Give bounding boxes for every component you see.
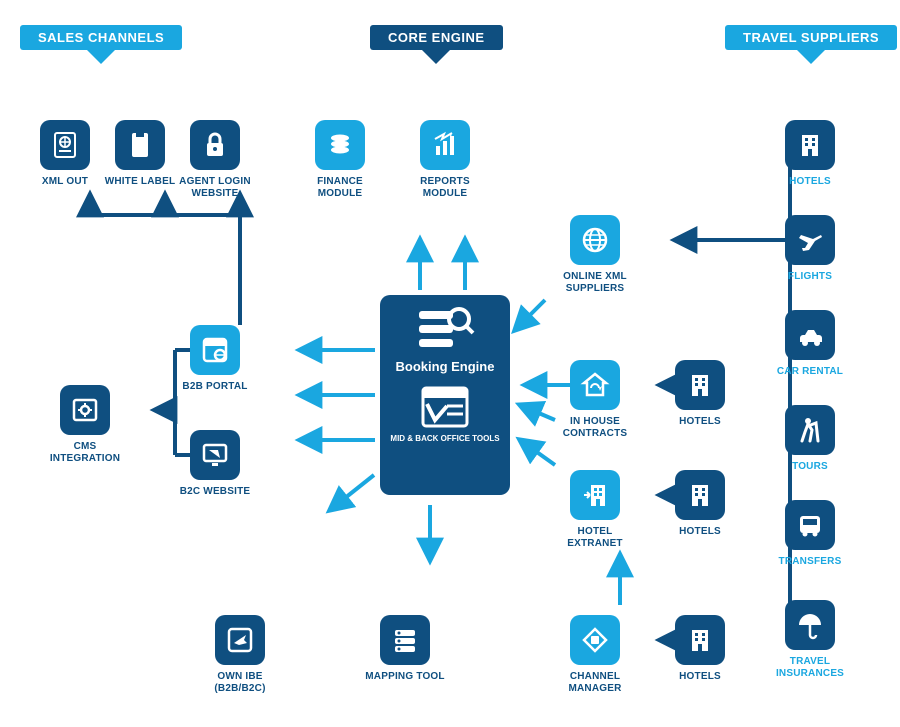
building-icon <box>785 120 835 170</box>
node-b2c-website: B2C WEBSITE <box>170 430 260 498</box>
building-icon <box>675 615 725 665</box>
node-agent-login: AGENT LOGINWEBSITE <box>170 120 260 199</box>
node-own-ibe: OWN IBE(B2B/B2C) <box>195 615 285 694</box>
header-travel-suppliers: TRAVEL SUPPLIERS <box>725 25 897 64</box>
edge <box>515 300 545 330</box>
booking-engine-icon <box>415 305 475 355</box>
node-label: HOTELS <box>655 526 745 538</box>
monitor-icon <box>190 430 240 480</box>
node-label: REPORTS MODULE <box>400 176 490 199</box>
bars-up-icon <box>420 120 470 170</box>
diamond-icon <box>570 615 620 665</box>
plane-icon <box>785 215 835 265</box>
node-label: CMSINTEGRATION <box>40 441 130 464</box>
node-finance: FINANCE MODULE <box>295 120 385 199</box>
list-rows-icon <box>380 615 430 665</box>
node-label: OWN IBE(B2B/B2C) <box>195 671 285 694</box>
lock-icon <box>190 120 240 170</box>
node-sup-transfer: TRANSFERS <box>765 500 855 568</box>
node-label: IN HOUSECONTRACTS <box>550 416 640 439</box>
node-in-house: IN HOUSECONTRACTS <box>550 360 640 439</box>
node-sup-hotels: HOTELS <box>765 120 855 188</box>
node-label: B2B PORTAL <box>170 381 260 393</box>
node-sup-car: CAR RENTAL <box>765 310 855 378</box>
node-label: CAR RENTAL <box>765 366 855 378</box>
node-hotels-1: HOTELS <box>655 360 745 428</box>
core-title-booking-engine: Booking Engine <box>396 359 495 374</box>
node-label: TRANSFERS <box>765 556 855 568</box>
node-b2b-portal: B2B PORTAL <box>170 325 260 393</box>
bus-icon <box>785 500 835 550</box>
header-pointer <box>87 50 115 64</box>
node-label: TRAVELINSURANCES <box>765 656 855 679</box>
file-icon <box>115 120 165 170</box>
node-hotels-3: HOTELS <box>655 615 745 683</box>
node-label: HOTELS <box>655 416 745 428</box>
header-label: CORE ENGINE <box>370 25 503 50</box>
edge <box>520 440 555 465</box>
hiker-icon <box>785 405 835 455</box>
node-mapping: MAPPING TOOL <box>360 615 450 683</box>
node-hotels-2: HOTELS <box>655 470 745 538</box>
node-label: ONLINE XMLSUPPLIERS <box>550 271 640 294</box>
car-icon <box>785 310 835 360</box>
header-pointer <box>422 50 450 64</box>
core-title-back-office: MID & BACK OFFICE TOOLS <box>390 434 499 443</box>
header-label: SALES CHANNELS <box>20 25 182 50</box>
node-label: FLIGHTS <box>765 271 855 283</box>
node-sup-insure: TRAVELINSURANCES <box>765 600 855 679</box>
building-arrow-icon <box>570 470 620 520</box>
portal-icon <box>190 325 240 375</box>
back-office-icon <box>417 384 473 430</box>
house-sync-icon <box>570 360 620 410</box>
umbrella-icon <box>785 600 835 650</box>
node-label: AGENT LOGINWEBSITE <box>170 176 260 199</box>
globe-icon <box>570 215 620 265</box>
edge <box>330 475 374 510</box>
node-chan-mgr: CHANNELMANAGER <box>550 615 640 694</box>
plane-box-icon <box>215 615 265 665</box>
node-hotel-extra: HOTELEXTRANET <box>550 470 640 549</box>
gear-box-icon <box>60 385 110 435</box>
core-booking-engine-block: Booking Engine MID & BACK OFFICE TOOLS <box>380 295 510 495</box>
node-label: B2C WEBSITE <box>170 486 260 498</box>
node-reports: REPORTS MODULE <box>400 120 490 199</box>
header-core-engine: CORE ENGINE <box>370 25 503 64</box>
node-label: MAPPING TOOL <box>360 671 450 683</box>
node-label: HOTELEXTRANET <box>550 526 640 549</box>
globe-doc-icon <box>40 120 90 170</box>
node-label: FINANCE MODULE <box>295 176 385 199</box>
node-label: TOURS <box>765 461 855 473</box>
node-sup-tours: TOURS <box>765 405 855 473</box>
header-label: TRAVEL SUPPLIERS <box>725 25 897 50</box>
building-icon <box>675 360 725 410</box>
building-icon <box>675 470 725 520</box>
node-cms: CMSINTEGRATION <box>40 385 130 464</box>
node-label: CHANNELMANAGER <box>550 671 640 694</box>
diagram-stage: SALES CHANNELS CORE ENGINE TRAVEL SUPPLI… <box>0 0 900 727</box>
node-sup-flights: FLIGHTS <box>765 215 855 283</box>
header-pointer <box>797 50 825 64</box>
node-label: HOTELS <box>655 671 745 683</box>
header-sales-channels: SALES CHANNELS <box>20 25 182 64</box>
node-label: HOTELS <box>765 176 855 188</box>
node-online-xml: ONLINE XMLSUPPLIERS <box>550 215 640 294</box>
coins-icon <box>315 120 365 170</box>
